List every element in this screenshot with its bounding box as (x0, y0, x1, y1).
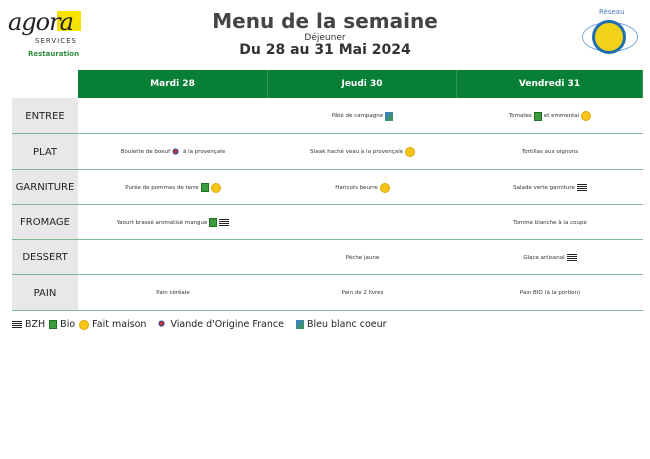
menu-cell: Tortillas aux oignons (457, 134, 643, 170)
legend-item: Bio (49, 319, 75, 330)
legend-item: BZH (12, 319, 45, 330)
row-label: GARNITURE (12, 170, 78, 205)
meal-label: Déjeuner (304, 33, 346, 43)
cell-text: Pâté de campagne (331, 113, 384, 119)
menu-cell: Tomates et emmental (457, 98, 643, 134)
menu-cell: Haricots beurre (268, 170, 457, 205)
cell-text: Pain BIO (à la portion) (519, 290, 581, 296)
cell-text: Tomates (508, 113, 532, 119)
produit-en-bretagne-logo: Réseau (580, 8, 642, 58)
cell-text: Tortillas aux oignons (521, 149, 579, 155)
cell-text: Steak haché veau à la provençale (309, 149, 404, 155)
cell-text: Pêche jaune (345, 254, 380, 261)
bleu-blanc-coeur-icon (295, 320, 304, 329)
menu-cell: Pain de 2 livres (268, 275, 457, 311)
cell-text: Pain de 2 livres (341, 290, 384, 296)
cell-text: à la provençale (183, 149, 226, 155)
menu-cell (78, 98, 268, 134)
row-label: DESSERT (12, 240, 78, 275)
legend-label: Fait maison (92, 319, 147, 330)
legend-label: Bleu blanc coeur (306, 319, 387, 330)
menu-cell (78, 240, 268, 275)
cell-text: et emmental (543, 113, 580, 119)
menu-cell: Tomme blanche à la coupe (457, 205, 643, 240)
row-label: ENTREE (12, 98, 78, 134)
fait-maison-icon (405, 147, 416, 157)
logo-division: Restauration (28, 50, 80, 58)
legend-item: Bleu blanc coeur (295, 319, 387, 330)
legend: BZH Bio Fait maison Viande d'Origine France… (12, 319, 395, 330)
cell-text: Haricots beurre (335, 184, 378, 191)
row-divider (12, 204, 643, 205)
cell-text: Yaourt brassé aromatisé mangue (116, 219, 208, 226)
day-header: Mardi 28 (78, 70, 268, 98)
day-header: Jeudi 30 (268, 70, 457, 98)
row-divider (12, 133, 643, 134)
fait-maison-icon (210, 182, 221, 193)
menu-cell: Pêche jaune (268, 240, 457, 275)
row-divider (12, 169, 643, 170)
menu-cell: Purée de pommes de terre (78, 170, 268, 205)
legend-label: Viande d'Origine France (170, 319, 284, 330)
cell-text: Tomme blanche à la coupe (513, 219, 587, 226)
bio-leaf-icon (49, 320, 58, 329)
cell-text: Purée de pommes de terre (125, 184, 199, 191)
menu-cell: Pain BIO (à la portion) (457, 275, 643, 311)
fait-maison-icon (379, 182, 390, 193)
menu-cell: Pâté de campagne (268, 98, 457, 134)
cell-text: Glace artisanal (523, 254, 565, 261)
cell-text: Boulette de boeuf (120, 149, 171, 155)
cell-text: Pain céréale (156, 290, 190, 296)
row-divider (12, 239, 643, 240)
row-divider (12, 274, 643, 275)
bzh-flag-icon (566, 254, 577, 261)
bio-leaf-icon (209, 218, 218, 227)
fait-maison-icon (581, 111, 592, 121)
menu-cell: Salade verte garniture (457, 170, 643, 205)
cell-text: Salade verte garniture (513, 184, 575, 191)
legend-label: Bio (60, 319, 76, 330)
row-label: FROMAGE (12, 205, 78, 240)
menu-cell (268, 205, 457, 240)
logo-brand: agora (8, 8, 74, 36)
bzh-flag-icon (219, 219, 230, 226)
logo-sub: SERVICES (35, 37, 77, 45)
badge-label: Réseau (599, 8, 625, 16)
bzh-flag-icon (12, 321, 22, 328)
legend-label: BZH (25, 319, 46, 330)
period-label: Du 28 au 31 Mai 2024 (239, 42, 411, 58)
menu-cell: Pain céréale (78, 275, 268, 311)
agora-logo: agora SERVICES Restauration (8, 8, 81, 58)
bleu-blanc-coeur-icon (385, 111, 394, 121)
bzh-flag-icon (576, 184, 587, 191)
menu-cell: Glace artisanal (457, 240, 643, 275)
page-title: Menu de la semaine (212, 9, 438, 33)
row-label: PAIN (12, 275, 78, 311)
bio-leaf-icon (533, 111, 542, 121)
logo-yellow-block (57, 11, 81, 31)
menu-cell: Steak haché veau à la provençale (268, 134, 457, 170)
menu-cell: Yaourt brassé aromatisé mangue (78, 205, 268, 240)
day-header: Vendredi 31 (457, 70, 643, 98)
bio-leaf-icon (200, 183, 209, 192)
fait-maison-icon (79, 319, 90, 330)
row-divider (12, 310, 643, 311)
badge-circle (592, 20, 626, 54)
menu-cell: Boulette de boeuf à la provençale (78, 134, 268, 170)
legend-item: Viande d'Origine France (158, 319, 284, 330)
legend-item: Fait maison (79, 319, 146, 330)
viande-origine-france-icon (172, 147, 182, 157)
viande-origine-france-icon (158, 320, 168, 329)
row-label: PLAT (12, 134, 78, 170)
